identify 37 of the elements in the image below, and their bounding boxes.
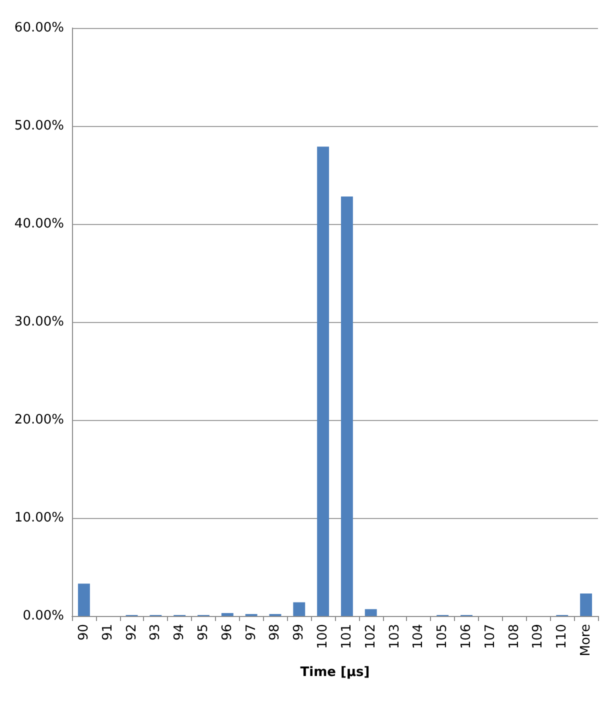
x-tick-label: 107 [482, 624, 498, 649]
x-tick-label: 93 [148, 624, 164, 641]
x-tick-label: 109 [530, 624, 546, 649]
x-tick-label: 95 [196, 624, 211, 641]
y-tick-label: 30.00% [14, 314, 64, 330]
x-tick-label: 97 [244, 624, 259, 641]
y-tick-label: 20.00% [14, 412, 64, 428]
x-tick-label: 94 [172, 624, 188, 641]
x-tick-label: 92 [124, 624, 140, 641]
bar [340, 196, 353, 616]
x-tick-label: 105 [435, 624, 450, 649]
x-tick-label: More [578, 624, 594, 656]
x-tick-label: 108 [506, 624, 522, 649]
bar [293, 602, 306, 616]
x-tick-label: 103 [387, 624, 402, 649]
y-tick-label: 0.00% [22, 608, 64, 624]
x-axis-title: Time [µs] [300, 665, 370, 680]
x-tick-label: 90 [76, 624, 92, 641]
x-tick-label: 102 [363, 624, 378, 649]
y-tick-label: 60.00% [14, 20, 64, 36]
bar [580, 593, 592, 616]
y-tick-label: 50.00% [14, 118, 64, 134]
bar [364, 609, 377, 616]
x-tick-label: 100 [316, 624, 331, 649]
x-tick-label: 96 [220, 624, 235, 641]
x-tick-label: 104 [411, 624, 426, 649]
x-tick-label: 106 [459, 624, 474, 649]
bar [221, 613, 234, 616]
x-tick-label: 91 [100, 624, 116, 641]
x-tick-label: 98 [268, 624, 283, 641]
bar [317, 146, 330, 616]
bar [78, 584, 90, 616]
y-tick-label: 10.00% [14, 510, 64, 526]
x-tick-label: 99 [292, 624, 307, 641]
x-tick-label: 110 [554, 624, 570, 649]
y-tick-label: 40.00% [14, 216, 64, 232]
x-tick-label: 101 [339, 624, 354, 649]
